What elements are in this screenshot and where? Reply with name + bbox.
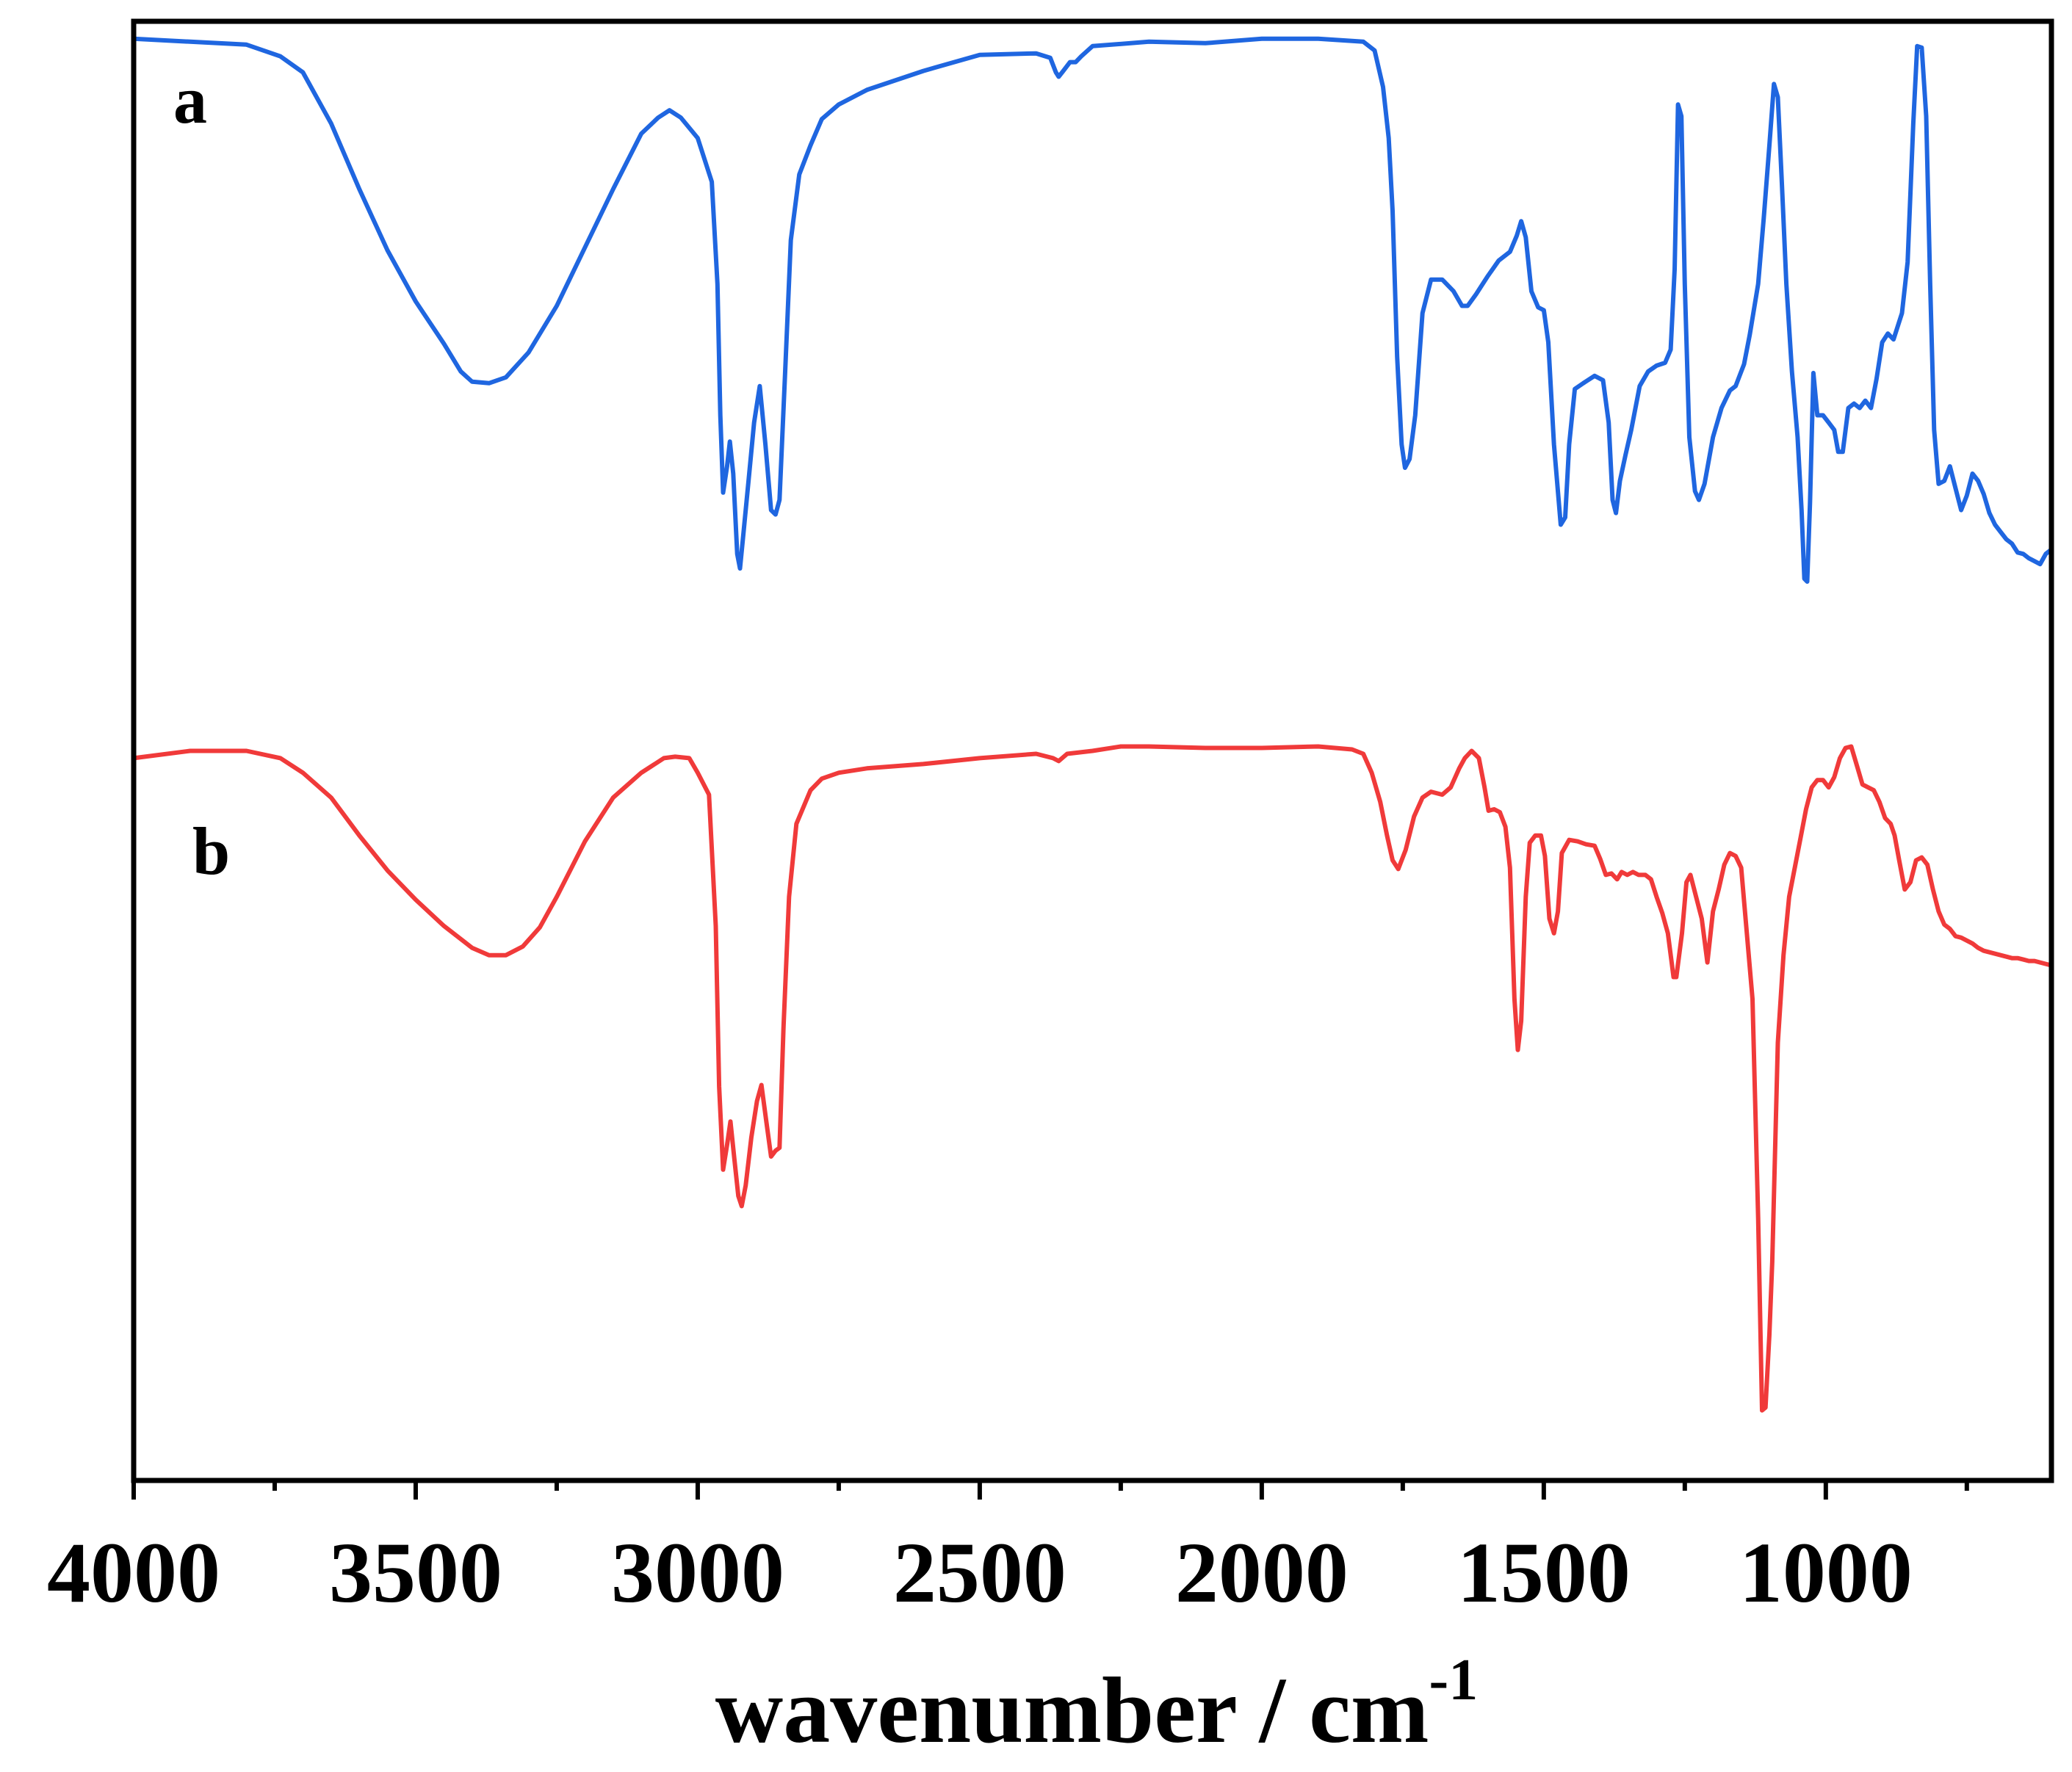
- plot-area: [131, 36, 2054, 1413]
- series-line-a: [131, 36, 2054, 584]
- axes-frame: [131, 18, 2054, 1483]
- x-tick-label: 2500: [893, 1525, 1066, 1621]
- series-label-b: b: [192, 814, 230, 889]
- x-tick-label: 2000: [1175, 1525, 1349, 1621]
- x-tick-label: 1500: [1457, 1525, 1631, 1621]
- x-axis-tick-labels: 4000 3500 3000 2500 2000 1500 1000: [47, 1525, 1913, 1621]
- x-axis-title: wavenumber / cm-1: [715, 1648, 1478, 1762]
- x-axis-title-text: wavenumber / cm: [715, 1658, 1429, 1762]
- x-axis-title-superscript: -1: [1429, 1648, 1479, 1713]
- series-line-b: [131, 744, 2054, 1413]
- x-axis-ticks: [131, 1480, 1969, 1500]
- x-tick-label: 1000: [1739, 1525, 1913, 1621]
- x-tick-label: 3000: [611, 1525, 784, 1621]
- x-tick-label: 4000: [47, 1525, 220, 1621]
- x-tick-label: 3500: [329, 1525, 502, 1621]
- series-label-a: a: [173, 62, 207, 137]
